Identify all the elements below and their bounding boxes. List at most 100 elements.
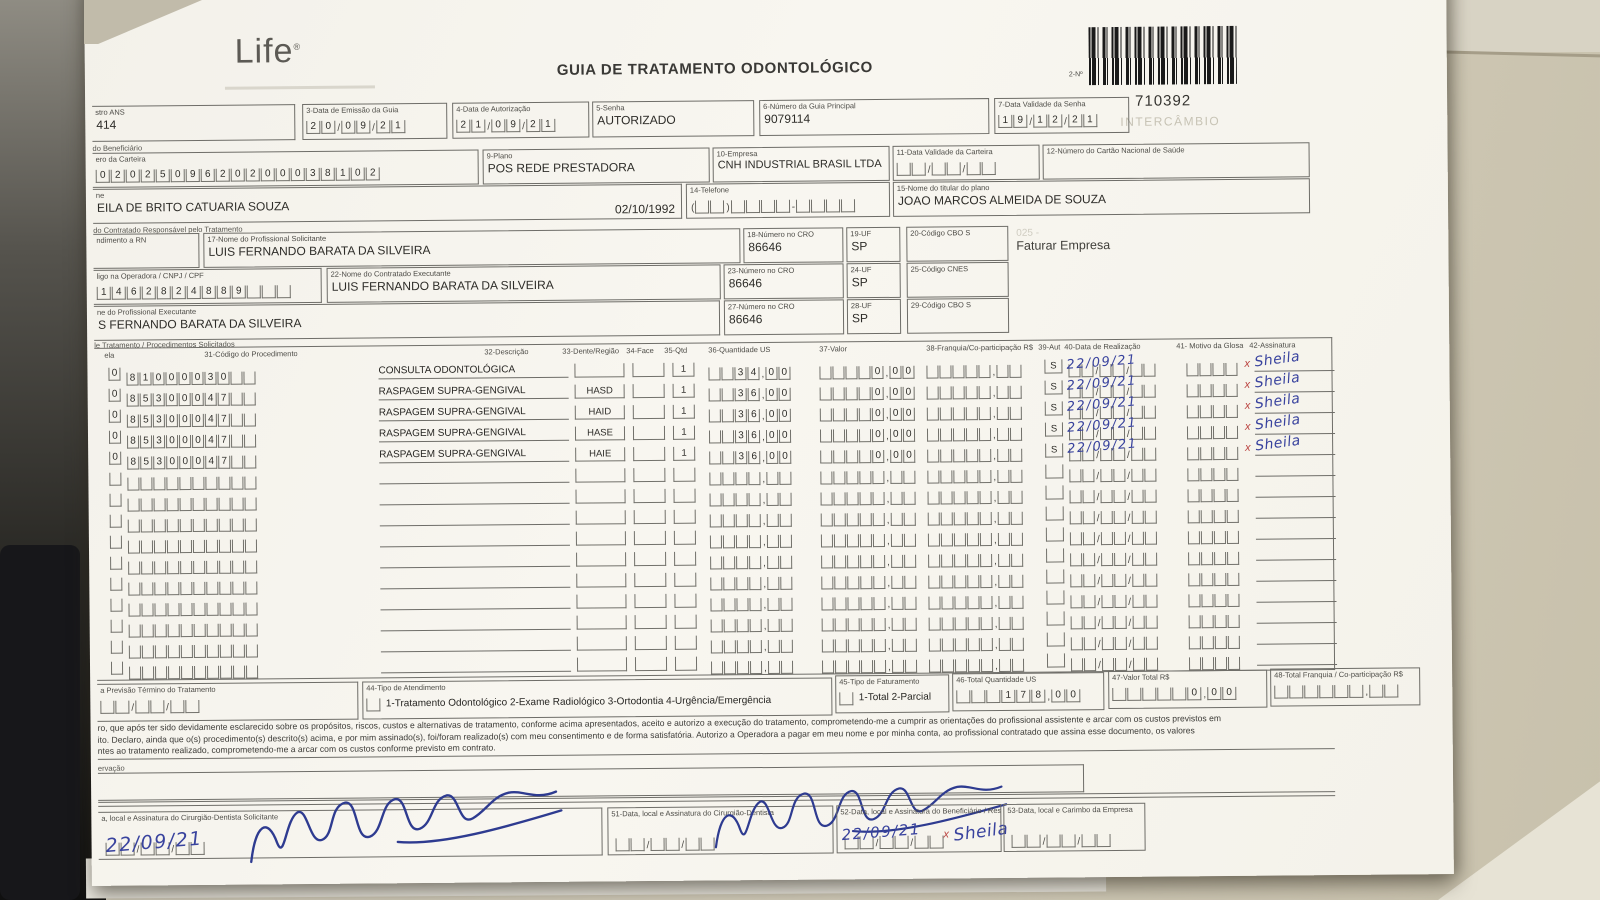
field-value: 86646 [748,239,782,255]
field-empresa: 10-Empresa CNH INDUSTRIAL BRASIL LTDA [712,145,890,183]
field-checkbox-options: 1-Total 2-Parcial [836,685,948,706]
field-label: 24-UF [850,265,872,275]
dental-treatment-form: Life® GUIA DE TRATAMENTO ODONTOLÓGICO 2-… [84,0,1454,886]
field-label: a, local e Assinatura do Cirurgião-Denti… [101,812,279,823]
column-header: 40-Data de Realização [1064,341,1141,352]
options-text: 1-Tratamento Odontológico 2-Exame Radiol… [385,694,772,710]
field-value-cells: () - [687,193,889,215]
field-validade-carteira: 11-Data Validade da Carteira / / [892,144,1040,181]
field-value-cells: , [1271,678,1419,699]
beneficiario-birthdate: 02/10/1992 [614,201,676,217]
field-uf-solicitante: 19-UF SP [846,226,901,263]
column-header: 32-Descrição [484,347,529,357]
field-uf-executante: 24-UF SP [846,262,901,299]
column-header: 38-Franquia/Co-participação R$ [926,342,1034,353]
signature-x-mark: x [1244,420,1251,433]
barcode-number-label: 2-Nº [1068,71,1083,79]
field-label: 51-Data, local e Assinatura do Cirurgião… [611,807,774,819]
field-value: SP [851,239,868,254]
field-value: SP [851,275,868,290]
field-value: LUIS FERNANDO BARATA DA SILVEIRA [331,277,554,294]
field-cnes: 25-Código CNES [906,261,1009,298]
checkbox-cell [839,692,854,706]
field-label: 52-Data, local e Assinatura do Beneficiá… [840,805,1001,817]
field-value: POS REDE PRESTADORA [487,160,635,176]
field-value: 9079114 [764,111,811,127]
paper-fold-corner [1438,781,1600,900]
column-header: 33-Dente/Região [562,346,620,356]
field-cbo-executante: 29-Código CBO S [906,297,1010,334]
column-header: 41- Motivo da Glosa [1176,340,1244,351]
signature-box-empresa: 53-Data, local e Carimbo da Empresa / / [1003,802,1146,852]
options-text: 1-Total 2-Parcial [858,691,932,704]
field-contratado-executante: 22-Nome do Contratado Executante LUIS FE… [326,264,721,303]
faturar-empresa-stamp: 025 - Faturar Empresa [1016,227,1110,253]
field-profissional-solicitante: 17-Nome do Profissional Solicitante LUIS… [203,228,741,268]
date-cells: / / [612,831,718,852]
column-header: 34-Face [626,345,654,356]
field-data-autorizacao: 4-Data de Autorização 2 1/0 9/2 1 [452,101,590,139]
signature-x-mark: x [1245,441,1251,454]
field-validade-senha: 7-Data Validade da Senha 1 9/1 2/2 1 [994,96,1130,135]
field-profissional-executante: ne do Profissional Executante S FERNANDO… [93,300,721,341]
field-label: 29-Código CBO S [910,300,971,310]
column-header: 35-Qtd [664,345,688,355]
field-value-cells: / / [894,156,1039,177]
signature-x-mark: x [1244,378,1251,391]
field-value: 86646 [728,312,763,327]
field-atendimento-rn: ndimento a RN [93,232,200,269]
field-label: 20-Código CBO S [910,228,971,238]
field-label: 28-UF [850,301,872,311]
field-label: ndimento a RN [96,235,147,245]
field-label: 19-UF [850,229,872,239]
field-tipo-atendimento: 44-Tipo de Atendimento 1-Tratamento Odon… [362,677,833,720]
field-uf-prof-executante: 28-UF SP [846,298,902,335]
column-header: ela [104,350,115,360]
field-cro-executante: 23-Número no CRO 86646 [723,263,844,300]
field-previsao-termino: a Previsão Término do Tratamento / / [97,681,359,722]
date-cells: / / [1008,828,1114,849]
field-label: 25-Código CNES [910,264,969,274]
column-header: 37-Valor [819,344,848,354]
field-label: 53-Data, local e Carimbo da Empresa [1007,804,1133,815]
stamp-code: 025 - [1016,227,1040,239]
chair-dark-object [0,545,80,900]
field-checkbox-options: 1-Tratamento Odontológico 2-Exame Radiol… [363,688,831,712]
life-logo: Life® [234,32,301,72]
field-value: AUTORIZADO [597,112,676,128]
logo-text: Life [234,32,294,71]
stamp-text: Faturar Empresa [1016,238,1111,253]
signature-x-mark: x [1244,357,1250,370]
field-value: 86646 [728,276,763,291]
procedure-rows: 0 8 1 0 0 0 0 3 0 CONSULTA ODONTOLÓGICA 1 3 4, 0 0 0, 0 0… [94,349,1338,680]
field-nome-beneficiario: ne EILA DE BRITO CATUARIA SOUZA 02/10/19… [92,183,683,224]
field-value-cells: 1 9/1 2/2 1 [995,108,1128,129]
field-cartao-nacional-saude: 12-Número do Cartão Nacional de Saúde [1042,142,1310,180]
checkbox-cell [366,698,381,712]
observacao-label: ervação [97,763,125,773]
field-cro-solicitante: 18-Número no CRO 86646 [743,227,844,264]
field-titular-plano: 15-Nome do titular do plano JOAO MARCOS … [892,178,1311,217]
field-value-cells: 2 1/0 9/2 1 [453,113,588,134]
field-registro-ans: stro ANS 414 [92,104,296,142]
barcode [1088,25,1237,86]
signature-box-cirurgiao-dentista: 51-Data, local e Assinatura do Cirurgião… [607,805,834,856]
field-label: 48-Total Franquia / Co-participação R$ [1274,669,1404,680]
field-cro-prof-executante: 27-Número no CRO 86646 [723,299,845,336]
column-header: 36-Quantidade US [708,344,771,355]
column-header: 39-Aut [1038,342,1061,352]
logo-tagline [224,85,375,90]
column-header: 31-Código do Procedimento [204,349,298,359]
field-data-emissao: 3-Data de Emissão da Guia 2 0/0 9/2 1 [302,102,448,141]
field-tipo-faturamento: 45-Tipo de Faturamento 1-Total 2-Parcial [835,674,950,714]
column-header: 42-Assinatura [1249,340,1296,350]
field-value: SP [851,311,869,326]
field-value: 414 [96,117,117,132]
signature-x-mark: x [943,828,950,841]
